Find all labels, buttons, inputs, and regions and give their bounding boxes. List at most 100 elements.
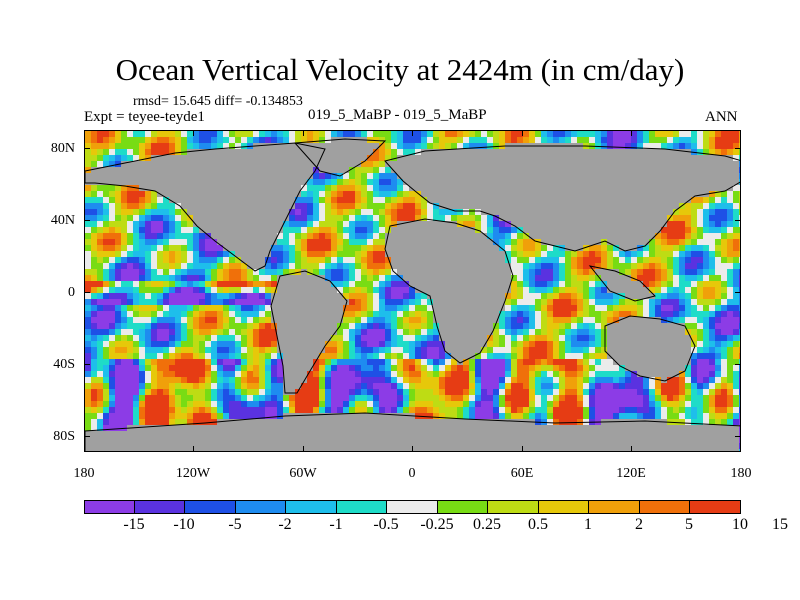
field-cell <box>541 335 547 341</box>
field-cell <box>433 137 439 143</box>
field-cell <box>205 317 211 323</box>
field-cell <box>391 323 397 329</box>
field-cell <box>451 275 457 281</box>
field-cell <box>403 287 409 293</box>
field-cell <box>193 269 199 275</box>
field-cell <box>709 365 715 371</box>
field-cell <box>427 149 433 155</box>
field-cell <box>565 329 571 335</box>
field-cell <box>439 185 445 191</box>
field-cell <box>103 341 109 347</box>
field-cell <box>403 251 409 257</box>
field-cell <box>433 227 439 233</box>
field-cell <box>553 359 559 365</box>
field-cell <box>157 353 163 359</box>
field-cell <box>583 203 589 209</box>
field-cell <box>721 257 727 263</box>
field-cell <box>517 323 523 329</box>
field-cell <box>205 191 211 197</box>
field-cell <box>397 161 403 167</box>
field-cell <box>301 299 307 305</box>
field-cell <box>313 197 319 203</box>
field-cell <box>727 233 733 239</box>
field-cell <box>637 233 643 239</box>
field-cell <box>571 173 577 179</box>
field-cell <box>541 209 547 215</box>
field-cell <box>163 299 169 305</box>
field-cell <box>415 329 421 335</box>
field-cell <box>709 209 715 215</box>
field-cell <box>415 383 421 389</box>
field-cell <box>103 257 109 263</box>
field-cell <box>517 383 523 389</box>
field-cell <box>247 347 253 353</box>
field-cell <box>355 305 361 311</box>
field-cell <box>85 293 91 299</box>
field-cell <box>421 317 427 323</box>
field-cell <box>91 371 97 377</box>
field-cell <box>541 341 547 347</box>
field-cell <box>121 167 127 173</box>
field-cell <box>661 257 667 263</box>
field-cell <box>163 209 169 215</box>
field-cell <box>607 167 613 173</box>
field-cell <box>301 287 307 293</box>
field-cell <box>667 293 673 299</box>
field-cell <box>625 239 631 245</box>
field-cell <box>91 143 97 149</box>
field-cell <box>181 293 187 299</box>
field-cell <box>625 197 631 203</box>
field-cell <box>313 233 319 239</box>
field-cell <box>103 215 109 221</box>
field-cell <box>409 281 415 287</box>
field-cell <box>451 335 457 341</box>
field-cell <box>607 251 613 257</box>
field-cell <box>553 131 559 137</box>
field-cell <box>619 329 625 335</box>
field-cell <box>733 269 739 275</box>
field-cell <box>589 161 595 167</box>
field-cell <box>91 161 97 167</box>
field-cell <box>223 281 229 287</box>
field-cell <box>289 149 295 155</box>
field-cell <box>739 215 740 221</box>
field-cell <box>463 323 469 329</box>
field-cell <box>415 335 421 341</box>
field-cell <box>715 173 721 179</box>
field-cell <box>163 167 169 173</box>
field-cell <box>361 233 367 239</box>
field-cell <box>433 323 439 329</box>
field-cell <box>607 203 613 209</box>
field-cell <box>217 305 223 311</box>
field-cell <box>613 323 619 329</box>
field-cell <box>139 401 145 407</box>
field-cell <box>199 203 205 209</box>
field-cell <box>715 251 721 257</box>
field-cell <box>439 341 445 347</box>
field-cell <box>457 215 463 221</box>
field-cell <box>229 395 235 401</box>
field-cell <box>421 359 427 365</box>
field-cell <box>139 341 145 347</box>
field-cell <box>733 347 739 353</box>
field-cell <box>547 179 553 185</box>
field-cell <box>721 191 727 197</box>
field-cell <box>469 191 475 197</box>
field-cell <box>181 197 187 203</box>
field-cell <box>379 137 385 143</box>
field-cell <box>649 365 655 371</box>
field-cell <box>367 323 373 329</box>
field-cell <box>679 227 685 233</box>
field-cell <box>259 149 265 155</box>
field-cell <box>295 317 301 323</box>
field-cell <box>421 269 427 275</box>
field-cell <box>127 293 133 299</box>
field-cell <box>565 347 571 353</box>
field-cell <box>529 299 535 305</box>
field-cell <box>139 215 145 221</box>
field-cell <box>535 359 541 365</box>
field-cell <box>691 335 697 341</box>
field-cell <box>217 353 223 359</box>
field-cell <box>691 131 697 137</box>
field-cell <box>103 293 109 299</box>
